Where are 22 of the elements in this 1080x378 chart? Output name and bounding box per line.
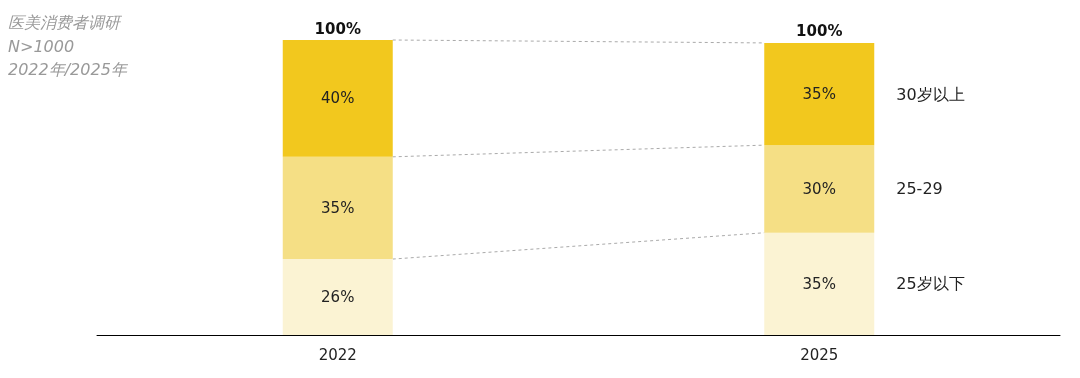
data-label: 30%	[802, 179, 836, 198]
bar	[282, 156, 393, 260]
bar	[764, 42, 875, 146]
data-label: 35%	[802, 274, 836, 293]
series-label: 25岁以下	[896, 274, 965, 294]
series-label: 30岁以上	[896, 84, 965, 104]
annotation: 2022年/2025年	[8, 59, 129, 79]
bar	[282, 259, 393, 335]
total-label: 100%	[314, 19, 361, 38]
total-label: 100%	[796, 22, 843, 41]
data-label: 40%	[321, 89, 355, 108]
bar	[764, 145, 875, 233]
series-label: 25-29	[896, 179, 943, 199]
data-label: 35%	[321, 198, 355, 217]
bar	[282, 40, 393, 157]
data-label: 26%	[321, 288, 355, 307]
text: N>1000	[8, 36, 75, 56]
bar	[764, 232, 875, 335]
x-tick-label: 2025	[800, 345, 839, 364]
chart-title: 医美消费者调研	[8, 12, 122, 32]
data-label: 35%	[802, 85, 836, 104]
x-tick-label: 2022	[318, 345, 357, 364]
